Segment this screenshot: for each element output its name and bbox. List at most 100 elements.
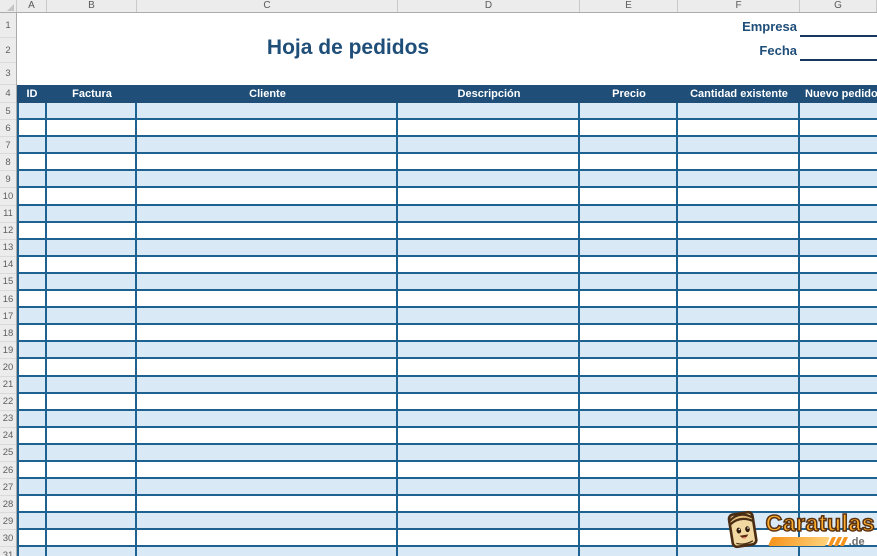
cell-E14[interactable] (580, 256, 678, 272)
cell-B10[interactable] (47, 188, 137, 204)
cell-B22[interactable] (47, 393, 137, 409)
cell-D30[interactable] (398, 530, 580, 546)
row-header-14[interactable]: 14 (0, 257, 16, 274)
cell-A15[interactable] (17, 273, 47, 290)
cell-A22[interactable] (17, 393, 47, 409)
cell-F14[interactable] (678, 256, 800, 272)
row-header-10[interactable]: 10 (0, 188, 16, 206)
cell-A19[interactable] (17, 342, 47, 358)
cell-C15[interactable] (137, 273, 398, 290)
row-header-8[interactable]: 8 (0, 154, 16, 172)
cell-G15[interactable] (800, 274, 877, 289)
cell-E28[interactable] (580, 496, 678, 512)
cell-B21[interactable] (47, 376, 137, 392)
table-header-descripci-n[interactable]: Descripción (457, 88, 521, 100)
row-header-7[interactable]: 7 (0, 137, 16, 155)
cell-C22[interactable] (137, 393, 398, 409)
column-header-F[interactable]: F (678, 0, 800, 12)
row-header-31[interactable]: 31 (0, 547, 16, 556)
cell-C10[interactable] (137, 188, 398, 204)
cell-A30[interactable] (17, 530, 47, 546)
cell-E20[interactable] (580, 359, 678, 375)
cell-G11[interactable] (800, 206, 877, 221)
row-header-16[interactable]: 16 (0, 291, 16, 309)
cell-B8[interactable] (47, 154, 137, 170)
cell-D11[interactable] (398, 205, 580, 221)
row-header-22[interactable]: 22 (0, 394, 16, 411)
cell-D21[interactable] (398, 376, 580, 392)
cell-F29[interactable] (678, 513, 800, 529)
cell-C7[interactable] (137, 137, 398, 153)
cell-C28[interactable] (137, 496, 398, 512)
column-header-D[interactable]: D (398, 0, 580, 12)
cell-A21[interactable] (17, 376, 47, 392)
cell-F24[interactable] (678, 427, 800, 443)
cell-B12[interactable] (47, 222, 137, 238)
cell-E25[interactable] (580, 444, 678, 460)
cell-B7[interactable] (47, 137, 137, 153)
cell-E12[interactable] (580, 222, 678, 238)
cell-G6[interactable] (800, 120, 877, 135)
cell-E17[interactable] (580, 308, 678, 324)
cell-B24[interactable] (47, 427, 137, 443)
cell-D26[interactable] (398, 461, 580, 478)
cell-B23[interactable] (47, 410, 137, 426)
cell-E19[interactable] (580, 342, 678, 358)
cell-C5[interactable] (137, 103, 398, 119)
cell-A24[interactable] (17, 427, 47, 443)
cell-B25[interactable] (47, 444, 137, 460)
row-header-26[interactable]: 26 (0, 462, 16, 480)
cell-D19[interactable] (398, 342, 580, 358)
row-header-17[interactable]: 17 (0, 308, 16, 326)
cell-C13[interactable] (137, 239, 398, 255)
cell-E30[interactable] (580, 530, 678, 546)
row-header-4[interactable]: 4 (0, 85, 16, 103)
cell-B13[interactable] (47, 239, 137, 255)
cell-F12[interactable] (678, 222, 800, 238)
cell-D23[interactable] (398, 410, 580, 426)
row-header-11[interactable]: 11 (0, 206, 16, 223)
cell-B20[interactable] (47, 359, 137, 375)
cell-B17[interactable] (47, 308, 137, 324)
cell-D9[interactable] (398, 171, 580, 187)
cell-A27[interactable] (17, 479, 47, 495)
cell-B15[interactable] (47, 273, 137, 290)
row-header-18[interactable]: 18 (0, 325, 16, 343)
cell-A25[interactable] (17, 444, 47, 460)
cell-F6[interactable] (678, 120, 800, 136)
column-header-B[interactable]: B (47, 0, 137, 12)
cell-G18[interactable] (800, 325, 877, 340)
cell-G27[interactable] (800, 479, 877, 494)
cell-C23[interactable] (137, 410, 398, 426)
cell-G20[interactable] (800, 359, 877, 374)
cell-E16[interactable] (580, 291, 678, 307)
cell-C16[interactable] (137, 291, 398, 307)
cell-F20[interactable] (678, 359, 800, 375)
cell-D16[interactable] (398, 291, 580, 307)
row-header-20[interactable]: 20 (0, 359, 16, 377)
cell-A23[interactable] (17, 410, 47, 426)
cell-E8[interactable] (580, 154, 678, 170)
cell-E23[interactable] (580, 410, 678, 426)
cell-A20[interactable] (17, 359, 47, 375)
cell-F26[interactable] (678, 461, 800, 478)
cell-D20[interactable] (398, 359, 580, 375)
row-header-1[interactable]: 1 (0, 13, 16, 38)
cell-E31[interactable] (580, 547, 678, 556)
row-header-6[interactable]: 6 (0, 120, 16, 138)
cell-G24[interactable] (800, 428, 877, 443)
cell-D28[interactable] (398, 496, 580, 512)
cell-A6[interactable] (17, 120, 47, 136)
table-header-cliente[interactable]: Cliente (249, 88, 286, 100)
cell-D7[interactable] (398, 137, 580, 153)
cell-B19[interactable] (47, 342, 137, 358)
cell-B26[interactable] (47, 461, 137, 478)
cell-E13[interactable] (580, 239, 678, 255)
cell-C31[interactable] (137, 547, 398, 556)
cell-G9[interactable] (800, 171, 877, 186)
cell-G17[interactable] (800, 308, 877, 323)
cell-C30[interactable] (137, 530, 398, 546)
cell-D5[interactable] (398, 103, 580, 119)
cell-B14[interactable] (47, 256, 137, 272)
cell-F13[interactable] (678, 239, 800, 255)
